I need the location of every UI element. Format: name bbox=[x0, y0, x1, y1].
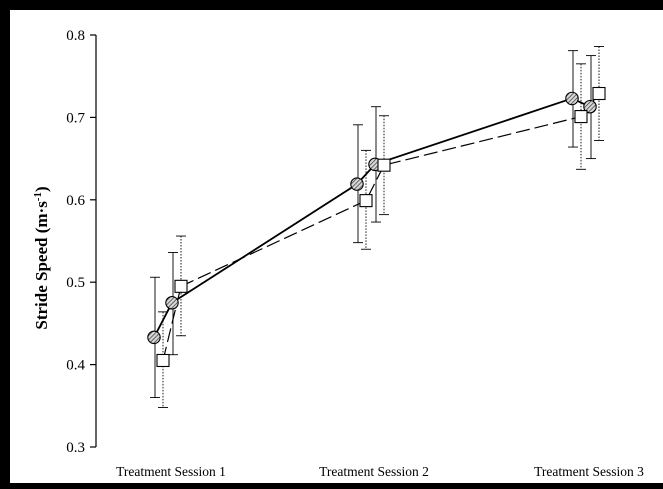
x-category-label: Treatment Session 2 bbox=[319, 464, 429, 479]
y-ticks: 0.3 0.4 0.5 0.6 0.7 0.8 bbox=[66, 28, 96, 456]
series-2-errorbars bbox=[158, 46, 604, 408]
series-1-errorbars bbox=[150, 50, 596, 399]
x-category-labels: Treatment Session 1 Treatment Session 2 Tr… bbox=[116, 464, 644, 479]
series-2-markers bbox=[156, 86, 606, 368]
data-point-square bbox=[592, 86, 606, 101]
series-layer bbox=[147, 46, 606, 408]
series-2-line bbox=[162, 93, 600, 361]
series-1-markers bbox=[147, 91, 597, 345]
y-axis-title-main: Stride Speed (m·s bbox=[32, 201, 51, 330]
data-point-circle bbox=[583, 99, 597, 114]
data-point-circle bbox=[350, 177, 364, 191]
y-tick-label: 0.4 bbox=[66, 358, 85, 374]
data-point-circle bbox=[165, 296, 179, 310]
data-point-square bbox=[174, 279, 188, 293]
y-tick-label: 0.6 bbox=[66, 193, 85, 209]
data-point-square bbox=[574, 110, 588, 124]
y-tick-label: 0.5 bbox=[66, 275, 85, 291]
y-tick-label: 0.3 bbox=[66, 440, 85, 456]
y-axis-title-superscript: -1 bbox=[32, 192, 44, 201]
data-point-circle bbox=[565, 91, 579, 106]
y-axis-title-suffix: ) bbox=[32, 186, 51, 192]
y-axis-title: Stride Speed (m·s-1) bbox=[32, 186, 51, 329]
x-category-label: Treatment Session 1 bbox=[116, 464, 226, 479]
data-point-square bbox=[377, 158, 391, 172]
data-point-square bbox=[359, 194, 373, 208]
y-tick-label: 0.8 bbox=[66, 28, 85, 44]
data-point-square bbox=[156, 353, 170, 368]
y-tick-label: 0.7 bbox=[66, 110, 85, 126]
series-1-line bbox=[153, 97, 591, 338]
data-point-circle bbox=[147, 330, 161, 345]
x-category-label: Treatment Session 3 bbox=[534, 464, 644, 479]
